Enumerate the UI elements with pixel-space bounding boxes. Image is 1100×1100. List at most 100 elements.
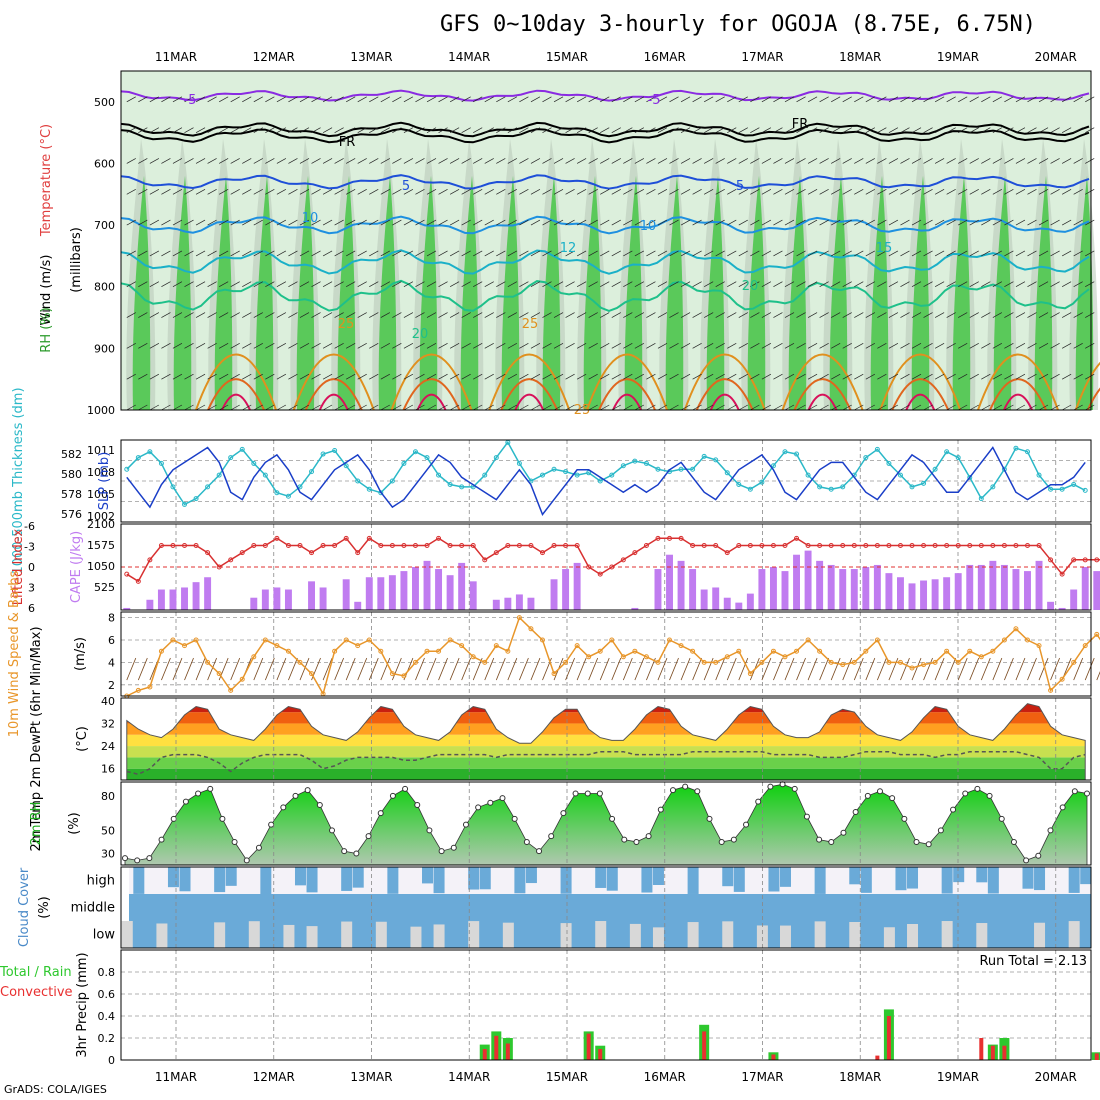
wind-barb bbox=[969, 158, 979, 164]
wind-barb bbox=[461, 158, 471, 164]
wind-barb bbox=[322, 188, 333, 195]
wind-barb bbox=[853, 657, 864, 681]
cape-bar bbox=[931, 579, 939, 610]
wind-barb bbox=[842, 281, 852, 288]
wind-barb bbox=[426, 250, 437, 257]
wind-barb bbox=[1004, 281, 1014, 288]
wind-barb bbox=[195, 404, 206, 411]
wind-barb bbox=[865, 373, 875, 380]
cape-bar bbox=[1024, 571, 1031, 610]
wind-barb bbox=[184, 250, 194, 257]
wind-barb bbox=[911, 127, 922, 133]
wind-barb bbox=[761, 404, 772, 411]
lifted-index-point bbox=[805, 543, 811, 548]
wind-barb bbox=[576, 250, 587, 257]
wind-barb bbox=[149, 373, 160, 380]
rh2m-point bbox=[816, 836, 823, 843]
thickness-point bbox=[909, 484, 915, 490]
wind-barb bbox=[900, 373, 910, 380]
high-cloud-bar bbox=[1068, 867, 1080, 893]
wind-barb bbox=[403, 343, 414, 349]
wind-barb bbox=[600, 188, 610, 195]
wind-barb bbox=[784, 312, 795, 318]
wind-barb bbox=[138, 127, 148, 133]
wind-barb bbox=[495, 657, 506, 681]
high-cloud-bar bbox=[722, 867, 734, 887]
wind-barb bbox=[1038, 343, 1049, 349]
wind-barb bbox=[242, 343, 252, 349]
wind-barb bbox=[900, 312, 910, 318]
low-cloud-bar bbox=[433, 924, 445, 948]
rh2m-point bbox=[1010, 838, 1017, 845]
wind-barb bbox=[473, 127, 483, 133]
wind-barb bbox=[519, 343, 529, 349]
wind-barb bbox=[1050, 96, 1060, 103]
low-cloud-bar bbox=[121, 921, 133, 948]
temp2m-axis-label: 2m Temp 2m DewPt (6hr Min/Max) bbox=[29, 626, 44, 851]
cape-bar bbox=[273, 587, 281, 610]
wind-speed-point bbox=[828, 659, 834, 665]
wind-barb bbox=[172, 96, 183, 103]
wind-barb bbox=[784, 158, 795, 164]
wind-barb bbox=[484, 373, 494, 380]
wind-barb bbox=[576, 343, 587, 349]
cape-axis-label: CAPE (J/kg) bbox=[69, 531, 84, 603]
rh2m-point bbox=[998, 815, 1005, 822]
wind-speed-point bbox=[1024, 637, 1030, 643]
wind-barb bbox=[357, 373, 367, 380]
wind-barb bbox=[484, 158, 494, 164]
wind-barb bbox=[1038, 373, 1049, 380]
wind-barb bbox=[1061, 96, 1072, 103]
wind-barb bbox=[831, 127, 841, 133]
high-cloud-bar bbox=[779, 867, 791, 887]
wind-barb bbox=[496, 312, 506, 318]
wind-barb bbox=[357, 158, 367, 164]
wind-barb bbox=[611, 281, 621, 288]
wind-barb bbox=[218, 250, 229, 257]
wind-barb bbox=[242, 312, 252, 318]
wind-barb bbox=[403, 312, 414, 318]
lifted-index-point bbox=[597, 571, 603, 577]
wind-barb bbox=[646, 657, 656, 681]
wind-barb bbox=[600, 250, 610, 257]
wind-barb bbox=[242, 404, 252, 411]
temperature-contour-35 bbox=[416, 393, 447, 411]
thickness-point bbox=[551, 466, 557, 472]
wind-barb bbox=[530, 127, 541, 133]
wind-barb bbox=[807, 373, 818, 380]
wind-barb bbox=[449, 158, 460, 164]
precip-convective-bar bbox=[875, 1055, 880, 1060]
wind-barb bbox=[657, 127, 668, 133]
wind-barb bbox=[1004, 250, 1014, 257]
rh-contour-green bbox=[993, 175, 1012, 410]
wind-barb bbox=[565, 281, 575, 288]
wind-barb bbox=[149, 96, 160, 103]
lifted-index-point bbox=[505, 543, 511, 548]
rh2m-point bbox=[511, 815, 518, 822]
wind-barb bbox=[230, 188, 240, 195]
cape-bar bbox=[354, 601, 362, 610]
high-cloud-bar bbox=[1080, 867, 1092, 885]
wind-barb bbox=[773, 96, 783, 103]
rh2m-point bbox=[791, 785, 798, 792]
lifted-index-point bbox=[436, 535, 442, 541]
wind-barb bbox=[519, 657, 529, 681]
rh2m-unit: (%) bbox=[67, 812, 82, 835]
wind-barb bbox=[842, 312, 852, 318]
temp-outline bbox=[126, 703, 1086, 781]
wind-barb bbox=[265, 127, 275, 133]
wind-barb bbox=[831, 404, 841, 411]
wind-barb bbox=[761, 373, 772, 380]
wind-barb bbox=[334, 343, 344, 349]
wind-barb bbox=[1085, 219, 1095, 226]
wind-barb bbox=[773, 657, 783, 681]
wind-barb bbox=[461, 343, 471, 349]
wind-barb bbox=[923, 657, 933, 681]
rh2m-point bbox=[1071, 788, 1078, 795]
wind-barb bbox=[1015, 250, 1026, 257]
wind-barb bbox=[438, 96, 448, 103]
wind-barb bbox=[1061, 281, 1072, 288]
precip-tick: 0.4 bbox=[98, 1010, 116, 1023]
wind-barb bbox=[796, 404, 806, 411]
lifted-index-point bbox=[274, 535, 280, 541]
